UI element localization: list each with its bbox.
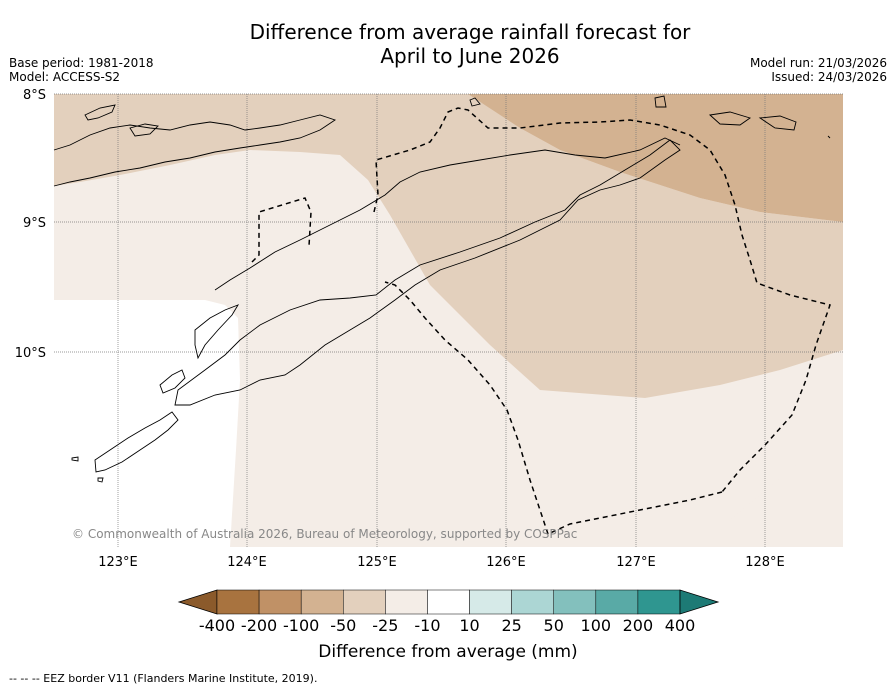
- longitude-labels: 123°E 124°E 125°E 126°E 127°E 128°E: [98, 555, 785, 570]
- colorbar-tick-label: 100: [581, 616, 612, 635]
- colorbar-swatch: [595, 589, 639, 615]
- colorbar-tick-label: -400: [199, 616, 235, 635]
- colorbar-tick-label: -200: [241, 616, 277, 635]
- colorbar-swatch: [511, 589, 554, 615]
- gridlines: [54, 93, 843, 547]
- lon-label-126e: 126°E: [486, 555, 526, 570]
- colorbar-tick-label: 50: [544, 616, 564, 635]
- colorbar-swatch: [343, 589, 386, 615]
- model-name: Model: ACCESS-S2: [9, 70, 121, 84]
- colorbar-tick-label: 25: [501, 616, 521, 635]
- slightly-drier-region: [54, 94, 843, 398]
- colorbar-swatch: [216, 589, 260, 615]
- model-run-date: Model run: 21/03/2026: [749, 56, 887, 70]
- lon-label-127e: 127°E: [616, 555, 656, 570]
- colorbar: [177, 589, 720, 615]
- lon-label-125e: 125°E: [357, 555, 397, 570]
- drier-region-northeast: [468, 94, 843, 222]
- colorbar-label: Difference from average (mm): [318, 642, 577, 662]
- base-period: Base period: 1981-2018: [9, 56, 154, 70]
- colorbar-swatch: [553, 589, 597, 615]
- issued-date: Issued: 24/03/2026: [771, 70, 887, 84]
- eez-border: [251, 107, 831, 535]
- latitude-labels: 8°S 9°S 10°S: [15, 88, 46, 361]
- neutral-region: [54, 300, 240, 547]
- map-title: Difference from average rainfall forecas…: [170, 20, 770, 68]
- colorbar-swatch: [385, 589, 428, 615]
- copyright-notice: © Commonwealth of Australia 2026, Bureau…: [72, 527, 577, 541]
- colorbar-extend-high: [679, 589, 720, 615]
- colorbar-tick-label: 10: [459, 616, 479, 635]
- lat-label-10s: 10°S: [15, 346, 46, 361]
- colorbar-swatch: [469, 589, 512, 615]
- lat-label-9s: 9°S: [23, 216, 46, 231]
- title-line-2: April to June 2026: [380, 44, 560, 68]
- colorbar-tick-label: 200: [623, 616, 654, 635]
- eez-legend: -- -- -- EEZ border V11 (Flanders Marine…: [9, 672, 318, 685]
- colorbar-extend-low: [177, 589, 218, 615]
- lon-label-124e: 124°E: [227, 555, 267, 570]
- colorbar-swatch: [300, 589, 344, 615]
- colorbar-swatch: [427, 589, 470, 615]
- coastlines: [53, 95, 831, 483]
- southeast-region: [706, 440, 843, 547]
- colorbar-tick-label: -100: [283, 616, 319, 635]
- lat-label-8s: 8°S: [23, 88, 46, 103]
- colorbar-tick-label: -25: [372, 616, 398, 635]
- title-line-1: Difference from average rainfall forecas…: [249, 20, 691, 44]
- lon-label-128e: 128°E: [745, 555, 785, 570]
- colorbar-swatch: [637, 589, 681, 615]
- colorbar-tick-label: 400: [665, 616, 696, 635]
- colorbar-tick-label: -50: [330, 616, 356, 635]
- colorbar-tick-label: -10: [414, 616, 440, 635]
- meta-left: Base period: 1981-2018 Model: ACCESS-S2: [9, 56, 154, 84]
- colorbar-swatch: [258, 589, 302, 615]
- meta-right: Model run: 21/03/2026 Issued: 24/03/2026: [750, 56, 887, 84]
- lon-label-123e: 123°E: [98, 555, 138, 570]
- colorbar-tick-labels: -400 -200 -100 -50 -25 -10 10 25 50 100 200 400: [199, 616, 695, 635]
